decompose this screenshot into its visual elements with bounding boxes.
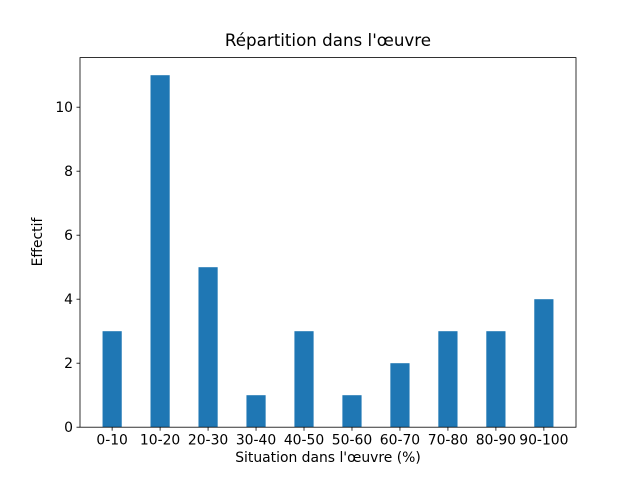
x-tick-label: 50-60 — [332, 433, 372, 449]
x-tick-label: 70-80 — [428, 433, 468, 449]
bar-90-100 — [534, 299, 554, 428]
y-tick-label: 10 — [55, 100, 73, 116]
x-tick-label: 10-20 — [140, 433, 180, 449]
bar-10-20 — [150, 75, 170, 428]
x-tick-label: 90-100 — [519, 433, 568, 449]
x-tick-label: 60-70 — [380, 433, 420, 449]
bar-50-60 — [342, 395, 362, 428]
bar-20-30 — [198, 267, 218, 428]
x-tick-label: 80-90 — [476, 433, 516, 449]
x-tick-label: 30-40 — [236, 433, 276, 449]
y-tick-label: 6 — [64, 228, 73, 244]
chart-title: Répartition dans l'œuvre — [224, 30, 432, 50]
bar-70-80 — [438, 331, 458, 428]
y-tick-label: 8 — [64, 164, 73, 180]
bar-60-70 — [390, 363, 410, 428]
y-tick-label: 0 — [64, 420, 73, 436]
x-tick-label: 40-50 — [284, 433, 324, 449]
y-tick-label: 2 — [64, 356, 73, 372]
x-axis-label: Situation dans l'œuvre (%) — [235, 450, 421, 466]
bar-80-90 — [486, 331, 506, 428]
axes-frame — [79, 57, 577, 428]
bar-40-50 — [294, 331, 314, 428]
x-tick-label: 0-10 — [96, 433, 128, 449]
x-tick-label: 20-30 — [188, 433, 228, 449]
bar-30-40 — [246, 395, 266, 428]
y-tick-label: 4 — [64, 292, 73, 308]
bar-0-10 — [102, 331, 122, 428]
